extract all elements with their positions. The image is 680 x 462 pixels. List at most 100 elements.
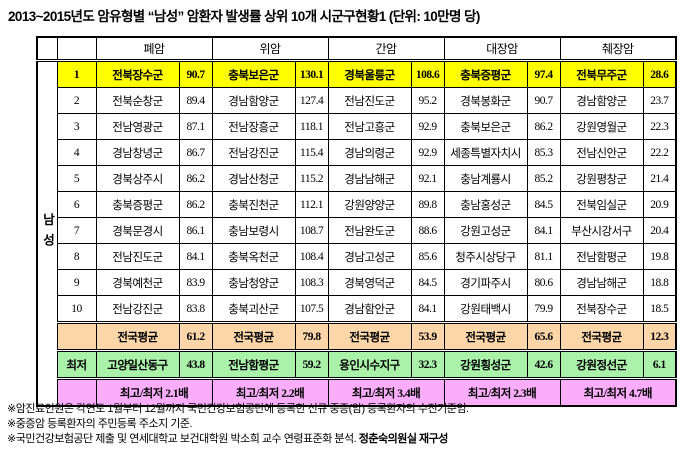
- cancer-rate-table: 폐암 위암 간암 대장암 췌장암 남성 1 전북장수군 90.7 충북보은군 130.1 경…: [36, 36, 677, 407]
- region-cell: 용인시수지구: [327, 349, 412, 379]
- value-cell: 81.1: [526, 243, 561, 270]
- region-cell: 경남남해군: [559, 269, 644, 296]
- region-cell: 경남함안군: [327, 295, 412, 323]
- table-header-row: 폐암 위암 간암 대장암 췌장암: [36, 36, 677, 61]
- footnote-text: ※중증암 등록환자의 주민등록 주소지 기준.: [7, 418, 193, 430]
- region-cell: 전남고흥군: [327, 113, 412, 140]
- male-group-label: 남성: [40, 213, 55, 254]
- table-row: 9 경북예천군 83.9 충남청양군 108.3 경북영덕군 84.5 경기파주시 80.6 경남…: [37, 269, 677, 296]
- region-cell: 강원횡성군: [443, 349, 528, 379]
- rank-cell: 1: [56, 59, 97, 88]
- region-cell: 경남고성군: [327, 243, 412, 270]
- ratio-cell: 최고/최저 2.1배: [95, 377, 213, 407]
- rank-cell: 2: [56, 87, 97, 114]
- value-cell: 90.7: [178, 59, 213, 88]
- value-cell: 20.9: [642, 191, 677, 218]
- region-cell: 강원영월군: [559, 113, 644, 140]
- male-group-cell: 남성: [36, 59, 58, 407]
- region-cell: 전남장흥군: [211, 113, 296, 140]
- region-cell: 경기파주시: [443, 269, 528, 296]
- region-cell: 강원양양군: [327, 191, 412, 218]
- summary-label-cell: [56, 377, 97, 407]
- rank-cell: 9: [56, 269, 97, 296]
- ratio-cell: 최고/최저 4.7배: [559, 377, 677, 407]
- region-cell: 경남산청군: [211, 165, 296, 192]
- column-header-pancreatic-cancer: 췌장암: [559, 36, 677, 61]
- footnote-bold-text: 정춘숙의원실 재구성: [358, 433, 449, 445]
- region-cell: 경북예천군: [95, 269, 180, 296]
- value-cell: 79.8: [294, 321, 329, 351]
- region-cell: 전북장수군: [95, 59, 180, 88]
- footnote-line: ※국민건강보험공단 제출 및 연세대학교 보건대학원 박소희 교수 연령표준화 …: [7, 432, 675, 447]
- region-cell: 충북증평군: [95, 191, 180, 218]
- value-cell: 84.1: [178, 243, 213, 270]
- region-cell: 부산시강서구: [559, 217, 644, 244]
- value-cell: 28.6: [642, 59, 677, 88]
- value-cell: 18.5: [642, 295, 677, 323]
- region-cell: 전남강진군: [95, 295, 180, 323]
- region-cell: 경북봉화군: [443, 87, 528, 114]
- footnote-line: ※암진료인원은 각연도 1월부터 12월까지 국민건강보험공단에 등록한 신규 …: [7, 402, 675, 417]
- value-cell: 108.7: [294, 217, 329, 244]
- region-cell: 전남영광군: [95, 113, 180, 140]
- value-cell: 20.4: [642, 217, 677, 244]
- region-cell: 고양일산동구: [95, 349, 180, 379]
- national-average-row: 전국평균 61.2 전국평균 79.8 전국평균 53.9 전국평균 65.6 전국평균 12.3: [37, 321, 677, 351]
- rank-cell: 8: [56, 243, 97, 270]
- region-cell: 충남계룡시: [443, 165, 528, 192]
- region-cell: 경남남해군: [327, 165, 412, 192]
- summary-label-cell: 최저: [56, 349, 97, 379]
- value-cell: 84.1: [410, 295, 445, 323]
- region-cell: 전북순창군: [95, 87, 180, 114]
- table-row: 5 경북상주시 86.2 경남산청군 115.2 경남남해군 92.1 충남계룡시 85.2 강원…: [37, 165, 677, 192]
- region-cell: 전남함평군: [559, 243, 644, 270]
- value-cell: 112.1: [294, 191, 329, 218]
- region-cell: 강원태백시: [443, 295, 528, 323]
- value-cell: 107.5: [294, 295, 329, 323]
- value-cell: 22.3: [642, 113, 677, 140]
- value-cell: 84.5: [526, 191, 561, 218]
- value-cell: 92.9: [410, 139, 445, 166]
- value-cell: 87.1: [178, 113, 213, 140]
- table-row: 6 충북증평군 86.2 충북진천군 112.1 강원양양군 89.8 충남홍성군 84.5 전북…: [37, 191, 677, 218]
- column-header-liver-cancer: 간암: [327, 36, 445, 61]
- value-cell: 42.6: [526, 349, 561, 379]
- region-cell: 경남함양군: [559, 87, 644, 114]
- ratio-cell: 최고/최저 2.2배: [211, 377, 329, 407]
- value-cell: 90.7: [526, 87, 561, 114]
- value-cell: 32.3: [410, 349, 445, 379]
- region-cell: 전국평균: [443, 321, 528, 351]
- table-row: 남성 1 전북장수군 90.7 충북보은군 130.1 경북울릉군 108.6 충북증평군 97.…: [36, 59, 677, 407]
- value-cell: 80.6: [526, 269, 561, 296]
- region-cell: 충남청양군: [211, 269, 296, 296]
- region-cell: 충북옥천군: [211, 243, 296, 270]
- value-cell: 92.9: [410, 113, 445, 140]
- region-cell: 전국평균: [211, 321, 296, 351]
- region-cell: 전남함평군: [211, 349, 296, 379]
- value-cell: 83.8: [178, 295, 213, 323]
- region-cell: 강원고성군: [443, 217, 528, 244]
- value-cell: 18.8: [642, 269, 677, 296]
- footnote-text: ※암진료인원은 각연도 1월부터 12월까지 국민건강보험공단에 등록한 신규 …: [7, 403, 469, 415]
- value-cell: 86.2: [526, 113, 561, 140]
- region-cell: 전남신안군: [559, 139, 644, 166]
- region-cell: 충북보은군: [443, 113, 528, 140]
- value-cell: 89.8: [410, 191, 445, 218]
- column-header-lung-cancer: 폐암: [95, 36, 213, 61]
- value-cell: 108.6: [410, 59, 445, 88]
- region-cell: 전북장수군: [559, 295, 644, 323]
- rank-cell: 3: [56, 113, 97, 140]
- table-row: 2 전북순창군 89.4 경남함양군 127.4 전남진도군 95.2 경북봉화군 90.7 경남…: [37, 87, 677, 114]
- table-row: 4 경남창녕군 86.7 전남강진군 115.4 경남의령군 92.9 세종특별자치시 85.3…: [37, 139, 677, 166]
- region-cell: 경북울릉군: [327, 59, 412, 88]
- page-title: 2013~2015년도 암유형별 “남성” 암환자 발생률 상위 10개 시군구…: [8, 9, 480, 24]
- region-cell: 경남의령군: [327, 139, 412, 166]
- region-cell: 전남진도군: [327, 87, 412, 114]
- region-cell: 전국평균: [327, 321, 412, 351]
- value-cell: 83.9: [178, 269, 213, 296]
- table-row: 3 전남영광군 87.1 전남장흥군 118.1 전남고흥군 92.9 충북보은군 86.2 강원…: [37, 113, 677, 140]
- region-cell: 경북문경시: [95, 217, 180, 244]
- column-header-colorectal-cancer: 대장암: [443, 36, 561, 61]
- corner-cell-rank: [56, 36, 97, 61]
- table-body: 남성 1 전북장수군 90.7 충북보은군 130.1 경북울릉군 108.6 충북증평군 97.…: [36, 59, 677, 407]
